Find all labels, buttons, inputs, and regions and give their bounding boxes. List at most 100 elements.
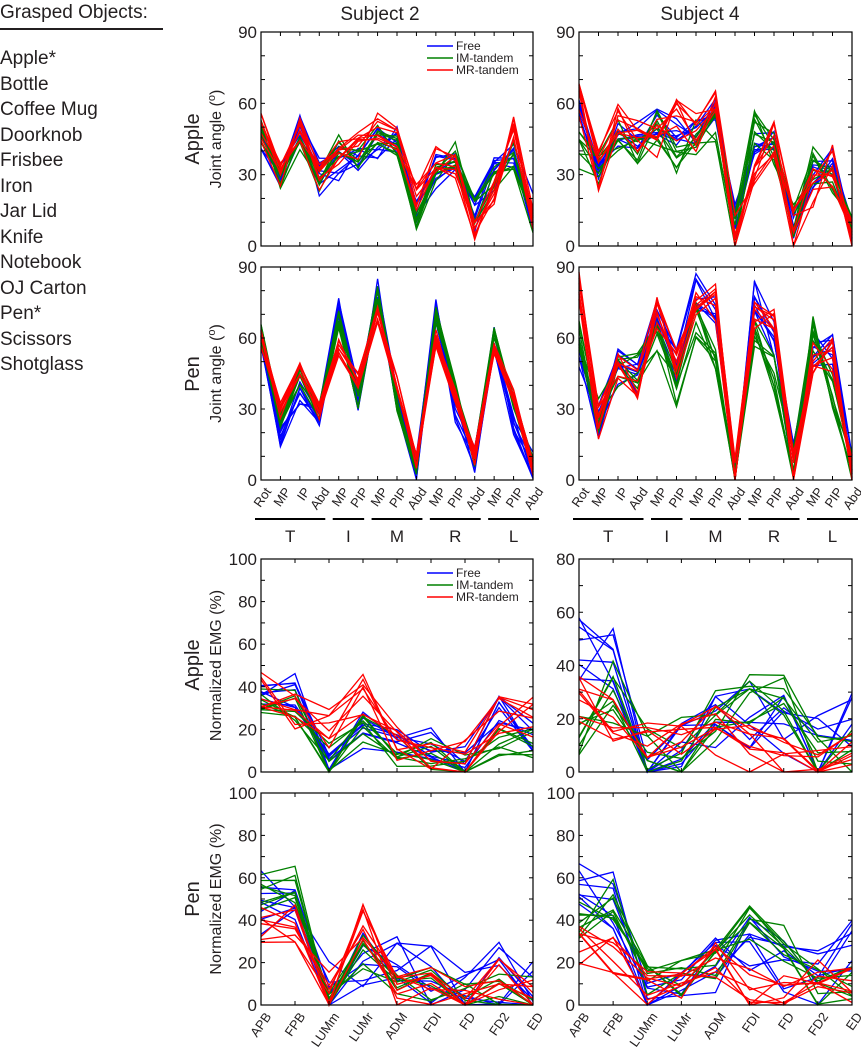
object-item: Shotglass bbox=[0, 354, 84, 375]
trial-line-mr-tandem bbox=[260, 695, 534, 773]
column-title-subject-2: Subject 2 bbox=[340, 4, 419, 25]
x-tick-label: FD bbox=[775, 1010, 797, 1033]
object-item: Pen* bbox=[0, 303, 42, 324]
row-label-apple-joint: Apple bbox=[182, 113, 204, 164]
y-tick-label: 80 bbox=[556, 826, 575, 845]
column-title-subject-4: Subject 4 bbox=[660, 4, 740, 25]
x-tick-label: PIP bbox=[386, 485, 410, 511]
trial-line-mr-tandem bbox=[260, 919, 534, 1006]
legend-label-free: Free bbox=[456, 39, 481, 53]
y-tick-label: 60 bbox=[556, 869, 575, 888]
y-tick-label: 30 bbox=[238, 166, 257, 185]
object-item: Notebook bbox=[0, 252, 82, 273]
trial-line-im-tandem bbox=[578, 108, 853, 233]
trial-line-mr-tandem bbox=[260, 676, 534, 765]
trial-line-mr-tandem bbox=[578, 677, 853, 756]
panel-subject-2-apple: 0 30 60 90 Joint angle (o) FreeIM-tandemMR-ta… bbox=[206, 23, 534, 256]
object-item: OJ Carton bbox=[0, 277, 87, 299]
object-item: Scissors bbox=[0, 328, 72, 350]
y-tick-label: 20 bbox=[238, 954, 257, 973]
trial-line-mr-tandem bbox=[578, 936, 853, 1006]
trial-line-im-tandem bbox=[578, 901, 853, 997]
y-tick-label: 60 bbox=[238, 869, 257, 888]
x-tick-label: FPB bbox=[282, 1010, 309, 1039]
row-label-pen-joint: Pen bbox=[182, 356, 204, 392]
panel-subject-4-apple: 0 20 40 60 80 bbox=[556, 550, 853, 782]
y-tick-label: 0 bbox=[566, 471, 575, 490]
row-label-pen-emg: Pen bbox=[182, 881, 204, 917]
x-tick-label: ED bbox=[843, 1010, 861, 1033]
trial-line-mr-tandem bbox=[260, 703, 534, 773]
joint-group-label: M bbox=[390, 527, 404, 546]
legend-label-mr-tandem: MR-tandem bbox=[456, 590, 519, 604]
grasped-objects-list: Apple* Bottle Coffee Mug Doorknob Frisbe… bbox=[0, 46, 98, 378]
panel-subject-2-apple: 0 20 40 60 80 100 Normalized EMG (%) FreeIM-tan… bbox=[208, 550, 534, 782]
y-tick-label: 40 bbox=[238, 678, 257, 697]
x-tick-label: MP bbox=[803, 485, 826, 510]
trial-line-im-tandem bbox=[578, 304, 853, 478]
joint-group-label: L bbox=[828, 527, 837, 546]
y-axis-label: Normalized EMG (%) bbox=[208, 823, 225, 974]
trial-line-mr-tandem bbox=[578, 715, 853, 772]
row-label-apple-emg: Apple bbox=[182, 639, 204, 690]
y-tick-label: 0 bbox=[566, 763, 575, 782]
joint-group-label: R bbox=[768, 527, 780, 546]
joint-group-label: L bbox=[509, 527, 518, 546]
trial-line-mr-tandem bbox=[260, 671, 534, 762]
y-tick-label: 0 bbox=[248, 996, 257, 1015]
x-tick-label: Abd bbox=[404, 485, 430, 513]
trial-line-im-tandem bbox=[578, 896, 853, 995]
trial-line-im-tandem bbox=[578, 696, 853, 773]
y-tick-label: 90 bbox=[556, 258, 575, 277]
joint-group-label: I bbox=[664, 527, 669, 546]
legend-label-mr-tandem: MR-tandem bbox=[456, 63, 519, 77]
x-tick-label: PIP bbox=[822, 485, 846, 511]
x-tick-label: Abd bbox=[307, 485, 333, 513]
x-tick-label: PIP bbox=[666, 485, 690, 511]
paren: ) bbox=[208, 324, 225, 329]
trial-line-im-tandem bbox=[578, 674, 853, 771]
object-item: Coffee Mug bbox=[0, 99, 98, 120]
trial-line-mr-tandem bbox=[260, 116, 534, 224]
y-tick-label: 60 bbox=[238, 329, 257, 348]
trial-line-mr-tandem bbox=[578, 945, 853, 992]
y-axis-label: Normalized EMG (%) bbox=[208, 590, 225, 741]
x-tick-label: FDI bbox=[420, 1010, 444, 1036]
trial-line-mr-tandem bbox=[578, 676, 853, 773]
y-tick-label: 90 bbox=[556, 23, 575, 42]
x-tick-label: FPB bbox=[600, 1010, 627, 1039]
x-tick-label: PIP bbox=[763, 485, 787, 511]
legend-label-free: Free bbox=[456, 566, 481, 580]
trial-line-mr-tandem bbox=[578, 933, 853, 1006]
x-tick-label: ED bbox=[524, 1010, 547, 1033]
y-tick-label: 90 bbox=[238, 23, 257, 42]
y-axis-label: Joint angle (o) bbox=[206, 90, 225, 189]
x-tick-label: FD bbox=[456, 1010, 478, 1033]
trial-line-free bbox=[260, 886, 534, 1006]
x-tick-label: MP bbox=[270, 485, 293, 510]
trial-line-mr-tandem bbox=[578, 932, 853, 1006]
joint-group-label: R bbox=[449, 527, 461, 546]
x-tick-label: MP bbox=[686, 485, 709, 510]
x-tick-label: FD2 bbox=[805, 1010, 831, 1039]
y-tick-label: 0 bbox=[248, 763, 257, 782]
trial-line-mr-tandem bbox=[260, 317, 534, 468]
y-tick-label: 30 bbox=[556, 400, 575, 419]
y-tick-label: 20 bbox=[556, 954, 575, 973]
trial-line-free bbox=[578, 678, 853, 774]
trial-line-mr-tandem bbox=[578, 83, 853, 235]
x-tick-label: Abd bbox=[625, 485, 651, 513]
y-tick-label: 80 bbox=[238, 593, 257, 612]
trial-line-mr-tandem bbox=[260, 902, 534, 1007]
y-tick-label: 40 bbox=[556, 657, 575, 676]
y-tick-label: 0 bbox=[566, 996, 575, 1015]
y-tick-label: 30 bbox=[238, 400, 257, 419]
trial-line-mr-tandem bbox=[260, 684, 534, 765]
y-tick-label: 100 bbox=[229, 784, 257, 803]
y-tick-label: 60 bbox=[238, 635, 257, 654]
x-tick-label: MP bbox=[329, 485, 352, 510]
trial-line-free bbox=[578, 626, 853, 774]
